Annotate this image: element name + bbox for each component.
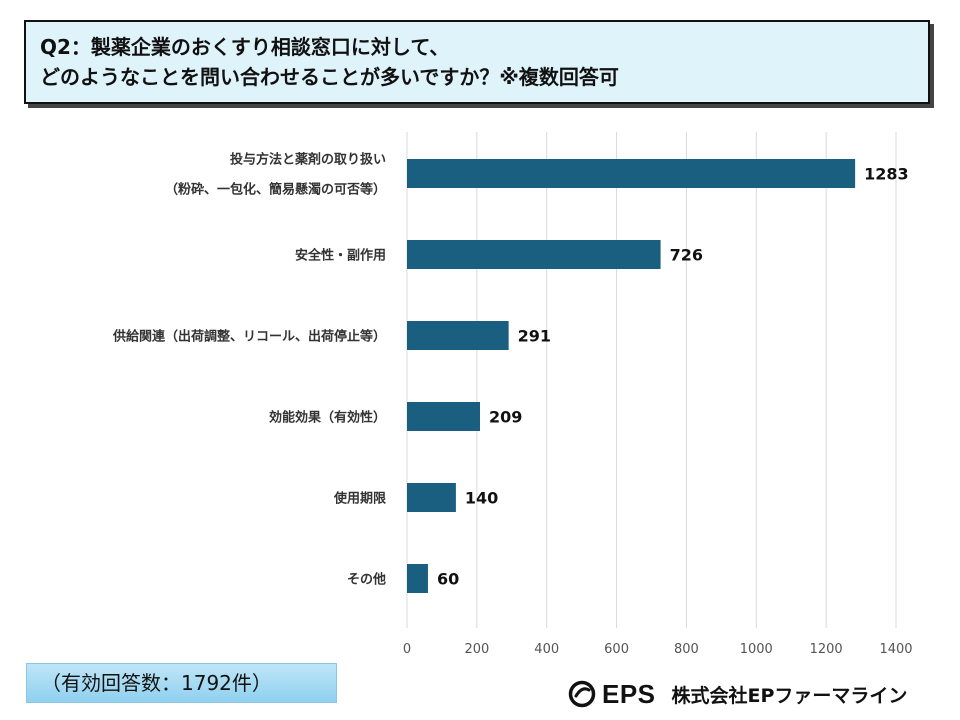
x-tick-label: 0 [403,642,411,657]
category-label: 安全性・副作用 [295,248,386,264]
question-line-1: Q2：製薬企業のおくすり相談窓口に対して、 [40,35,450,59]
question-box: Q2：製薬企業のおくすり相談窓口に対して、 どのようなことを問い合わせることが多… [24,20,930,104]
x-tick-label: 200 [464,642,489,657]
category-label: 供給関連（出荷調整、リコール、出荷停止等） [112,329,386,345]
bar-value-label: 291 [518,327,551,346]
bar-value-label: 140 [465,489,498,508]
bar-value-label: 726 [670,246,703,265]
bar [407,159,856,188]
category-label: その他 [347,572,386,588]
category-label: 投与方法と薬剤の取り扱い [230,152,386,168]
x-tick-label: 1400 [879,642,912,657]
category-label: 使用期限 [333,491,387,507]
bar [407,402,481,431]
bar [407,483,456,512]
x-tick-label: 400 [534,642,559,657]
respondent-count-box: （有効回答数：1792件） [26,663,337,703]
bar-chart: 0 200 400 600 800 1000 1200 1400 1283 投与方法と薬剤の取り扱… [112,132,913,657]
respondent-count-text: （有効回答数：1792件） [41,671,272,695]
x-tick-label: 1000 [740,642,773,657]
question-line-2: どのようなことを問い合わせることが多いですか？※複数回答可 [40,65,619,89]
x-tick-label: 1200 [810,642,843,657]
bar [407,240,661,269]
bar-value-label: 209 [489,408,522,427]
brand: EPS 株式会社EPファーマライン [568,674,907,714]
bar [407,564,428,593]
bar-value-label: 60 [437,570,459,589]
bar-value-label: 1283 [864,165,909,184]
brand-eps: EPS [602,678,656,709]
brand-company-name: 株式会社EPファーマライン [671,684,908,707]
bar [407,321,509,350]
eps-logo-icon [568,680,596,708]
x-tick-label: 800 [674,642,699,657]
category-label: （粉砕、一包化、簡易懸濁の可否等） [165,182,386,198]
x-tick-label: 600 [604,642,629,657]
category-label: 効能効果（有効性） [269,410,386,426]
